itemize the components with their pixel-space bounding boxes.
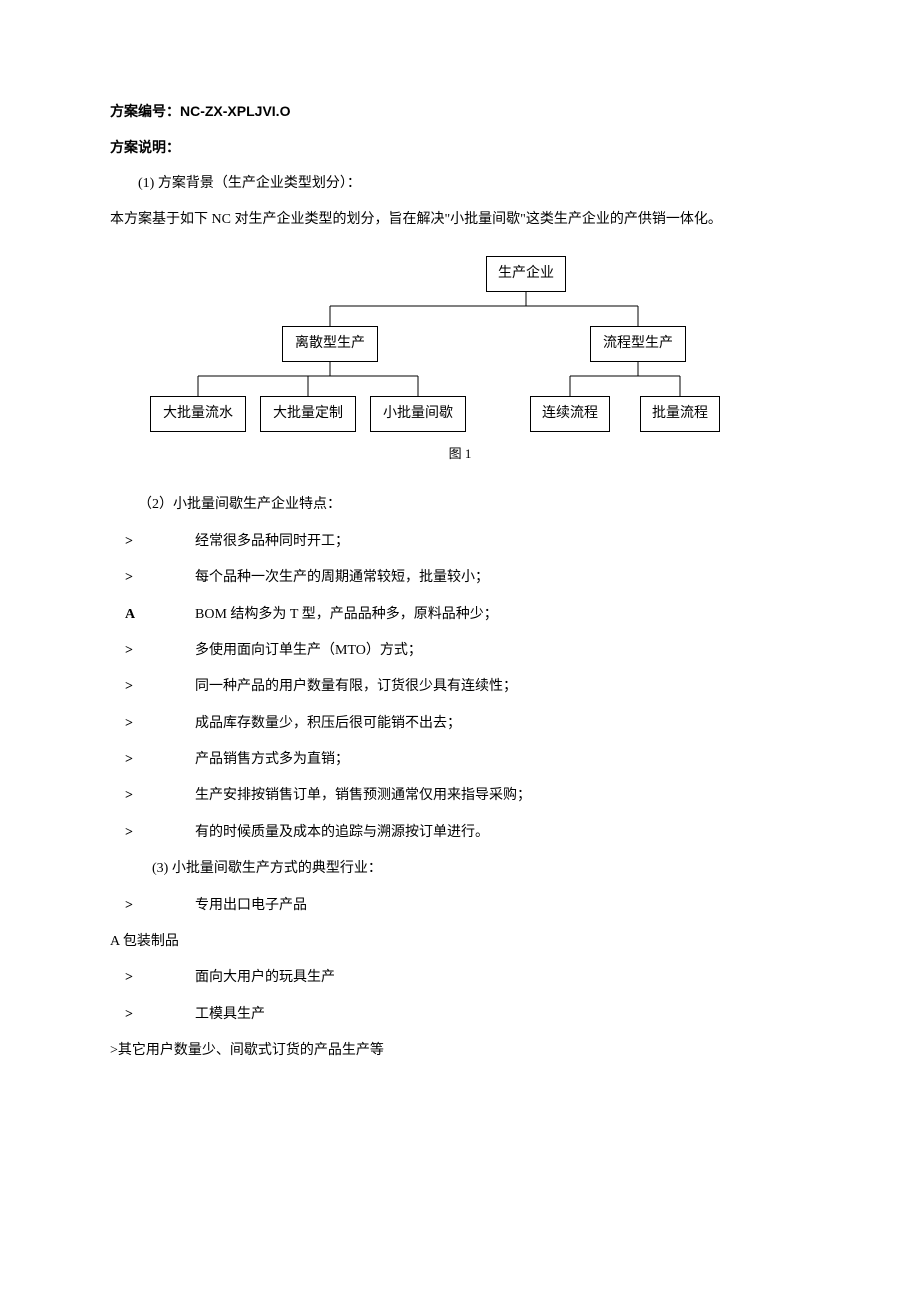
bullet-mark: > bbox=[125, 640, 195, 662]
diagram-node-l3e: 批量流程 bbox=[640, 396, 720, 432]
bullet-text: 经常很多品种同时开工； bbox=[195, 531, 810, 553]
bullet-mark: > bbox=[125, 567, 195, 589]
bullet-text: 生产安排按销售订单，销售预测通常仅用来指导采购； bbox=[195, 785, 810, 807]
bullet-mark: > bbox=[125, 713, 195, 735]
bullet-mark: > bbox=[125, 749, 195, 771]
list-item: A 包装制品 bbox=[110, 931, 810, 953]
section2-list: >经常很多品种同时开工；>每个品种一次生产的周期通常较短，批量较小；ABOM 结… bbox=[110, 531, 810, 845]
bullet-mark: > bbox=[125, 785, 195, 807]
list-item: >产品销售方式多为直销； bbox=[110, 749, 810, 771]
diagram-node-l2b: 流程型生产 bbox=[590, 326, 686, 362]
bullet-mark: > bbox=[125, 895, 195, 917]
list-item: >其它用户数量少、间歇式订货的产品生产等 bbox=[110, 1040, 810, 1062]
section3-list: >专用出口电子产品A 包装制品>面向大用户的玩具生产>工模具生产>其它用户数量少… bbox=[110, 895, 810, 1063]
bullet-text: 多使用面向订单生产（MTO）方式； bbox=[195, 640, 810, 662]
bullet-text: BOM 结构多为 T 型，产品品种多，原料品种少； bbox=[195, 604, 810, 626]
diagram-node-l3b: 大批量定制 bbox=[260, 396, 356, 432]
diagram-node-l3c: 小批量间歇 bbox=[370, 396, 466, 432]
list-item: >生产安排按销售订单，销售预测通常仅用来指导采购； bbox=[110, 785, 810, 807]
section1-title: (1) 方案背景（生产企业类型划分）： bbox=[110, 173, 810, 195]
list-item: >同一种产品的用户数量有限，订货很少具有连续性； bbox=[110, 676, 810, 698]
list-item: >成品库存数量少，积压后很可能销不出去； bbox=[110, 713, 810, 735]
list-item: >面向大用户的玩具生产 bbox=[110, 967, 810, 989]
bullet-mark: > bbox=[125, 967, 195, 989]
section1-body: 本方案基于如下 NC 对生产企业类型的划分，旨在解决"小批量间歇"这类生产企业的… bbox=[110, 209, 810, 231]
bullet-text: 专用出口电子产品 bbox=[195, 895, 810, 917]
bullet-text: 同一种产品的用户数量有限，订货很少具有连续性； bbox=[195, 676, 810, 698]
bullet-mark: > bbox=[125, 531, 195, 553]
bullet-text: 面向大用户的玩具生产 bbox=[195, 967, 810, 989]
plan-number: 方案编号：NC-ZX-XPLJVI.O bbox=[110, 100, 810, 122]
diagram-node-l3d: 连续流程 bbox=[530, 396, 610, 432]
diagram-caption: 图 1 bbox=[110, 444, 810, 465]
diagram-node-l3a: 大批量流水 bbox=[150, 396, 246, 432]
list-item: >工模具生产 bbox=[110, 1004, 810, 1026]
plan-number-value: NC-ZX-XPLJVI.O bbox=[180, 103, 290, 119]
list-item: >多使用面向订单生产（MTO）方式； bbox=[110, 640, 810, 662]
bullet-mark: > bbox=[125, 1004, 195, 1026]
bullet-mark: > bbox=[125, 676, 195, 698]
section2-title: （2）小批量间歇生产企业特点： bbox=[110, 494, 810, 516]
bullet-mark: A bbox=[125, 604, 195, 626]
bullet-text: 产品销售方式多为直销； bbox=[195, 749, 810, 771]
plan-number-label: 方案编号： bbox=[110, 103, 180, 119]
diagram-node-l2a: 离散型生产 bbox=[282, 326, 378, 362]
section3-title: (3) 小批量间歇生产方式的典型行业： bbox=[110, 858, 810, 880]
enterprise-type-diagram: 生产企业离散型生产 流程型生产大批量流水大批量定制小批量间歇 连续流程批量流程 bbox=[150, 256, 770, 436]
list-item: >每个品种一次生产的周期通常较短，批量较小； bbox=[110, 567, 810, 589]
list-item: >专用出口电子产品 bbox=[110, 895, 810, 917]
bullet-text: 工模具生产 bbox=[195, 1004, 810, 1026]
list-item: >有的时候质量及成本的追踪与溯源按订单进行。 bbox=[110, 822, 810, 844]
bullet-text: 每个品种一次生产的周期通常较短，批量较小； bbox=[195, 567, 810, 589]
bullet-text: 成品库存数量少，积压后很可能销不出去； bbox=[195, 713, 810, 735]
bullet-mark: > bbox=[125, 822, 195, 844]
bullet-text: 有的时候质量及成本的追踪与溯源按订单进行。 bbox=[195, 822, 810, 844]
list-item: >经常很多品种同时开工； bbox=[110, 531, 810, 553]
diagram-node-root: 生产企业 bbox=[486, 256, 566, 292]
list-item: ABOM 结构多为 T 型，产品品种多，原料品种少； bbox=[110, 604, 810, 626]
plan-desc-label: 方案说明： bbox=[110, 136, 810, 158]
